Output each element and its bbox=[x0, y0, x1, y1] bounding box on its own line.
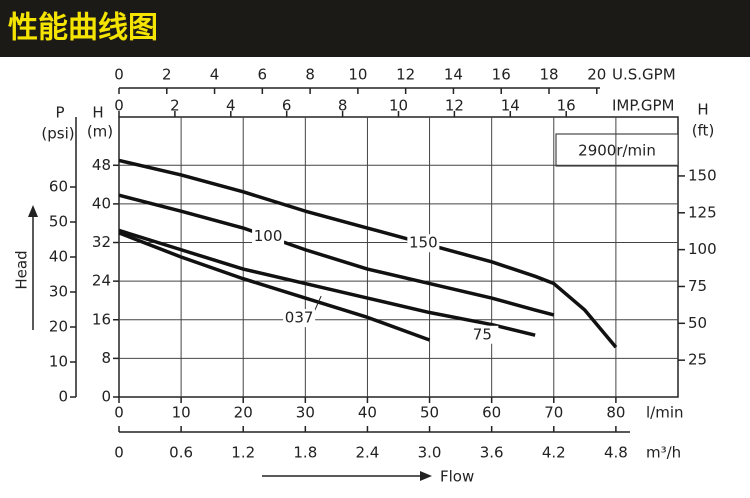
x-tick-label: 50 bbox=[420, 404, 439, 422]
x4-tick-label: 8 bbox=[338, 97, 348, 115]
x2-tick-label: 4.2 bbox=[542, 444, 566, 462]
label-bg bbox=[283, 309, 316, 328]
y-tick-label: 0 bbox=[101, 388, 111, 406]
psi-unit: (psi) bbox=[41, 125, 74, 143]
y2-tick-label: 25 bbox=[688, 351, 707, 369]
x2-tick-label: 1.2 bbox=[231, 444, 255, 462]
x-tick-label: 0 bbox=[114, 404, 124, 422]
label-bg bbox=[252, 227, 285, 246]
x-tick-label: 30 bbox=[296, 404, 315, 422]
x3-tick-label: 4 bbox=[210, 66, 220, 84]
x-tick-label: 70 bbox=[544, 404, 563, 422]
x-axis-title: Flow bbox=[440, 468, 474, 486]
m3h-unit: m³/h bbox=[646, 444, 681, 462]
y-tick-label: 8 bbox=[101, 349, 111, 367]
curve bbox=[118, 231, 431, 342]
y2-tick-label: 50 bbox=[688, 314, 707, 332]
x-tick-label: 60 bbox=[482, 404, 501, 422]
y3-tick-label: 40 bbox=[49, 248, 68, 266]
x3-tick-label: 20 bbox=[587, 66, 606, 84]
y3-tick-label: 50 bbox=[49, 213, 68, 231]
flow-arrow-head bbox=[420, 471, 432, 481]
x-tick-label: 10 bbox=[172, 404, 191, 422]
ft-unit: (ft) bbox=[692, 122, 715, 140]
y2-tick-label: 100 bbox=[688, 240, 717, 258]
y-tick-label: 40 bbox=[92, 194, 111, 212]
x2-tick-label: 1.8 bbox=[293, 444, 317, 462]
x-tick-label: 80 bbox=[606, 404, 625, 422]
y3-tick-label: 30 bbox=[49, 283, 68, 301]
m-symbol: H bbox=[92, 104, 103, 122]
x-tick-label: 40 bbox=[358, 404, 377, 422]
y3-tick-label: 20 bbox=[49, 318, 68, 336]
x2-tick-label: 3.0 bbox=[418, 444, 442, 462]
x2-tick-label: 3.6 bbox=[480, 444, 504, 462]
x2-tick-label: 4.8 bbox=[604, 444, 628, 462]
x4-tick-label: 0 bbox=[114, 97, 124, 115]
x4-tick-label: 16 bbox=[557, 97, 576, 115]
x3-tick-label: 6 bbox=[258, 66, 268, 84]
curve bbox=[118, 228, 536, 337]
x2-tick-label: 0 bbox=[114, 444, 124, 462]
y3-tick-label: 60 bbox=[49, 178, 68, 196]
x2-tick-label: 2.4 bbox=[356, 444, 380, 462]
x4-tick-label: 4 bbox=[226, 97, 236, 115]
x4-tick-label: 2 bbox=[170, 97, 180, 115]
x3-tick-label: 12 bbox=[396, 66, 415, 84]
usgpm-unit: U.S.GPM bbox=[612, 66, 676, 84]
y-tick-label: 24 bbox=[92, 272, 111, 290]
ft-symbol: H bbox=[697, 101, 708, 119]
header-title: 性能曲线图 bbox=[8, 11, 158, 46]
x4-tick-label: 10 bbox=[389, 97, 408, 115]
lmin-unit: l/min bbox=[646, 404, 684, 422]
curve-label: 100 bbox=[254, 227, 283, 245]
label-bg bbox=[407, 234, 440, 253]
curve-label: 037 bbox=[285, 309, 314, 327]
m-unit: (m) bbox=[87, 123, 113, 141]
x3-tick-label: 8 bbox=[305, 66, 315, 84]
psi-symbol: P bbox=[55, 104, 64, 122]
impgpm-unit: IMP.GPM bbox=[612, 97, 674, 115]
speed-label: 2900r/min bbox=[578, 142, 656, 160]
y-tick-label: 32 bbox=[92, 233, 111, 251]
y-axis-title: Head bbox=[13, 250, 31, 289]
speed-box bbox=[555, 133, 679, 167]
curve-label: 75 bbox=[473, 325, 492, 343]
x3-tick-label: 16 bbox=[492, 66, 511, 84]
x4-tick-label: 6 bbox=[282, 97, 292, 115]
head-arrow-head bbox=[28, 205, 38, 217]
label-bg bbox=[466, 325, 499, 344]
x3-tick-label: 2 bbox=[162, 66, 172, 84]
x3-tick-label: 14 bbox=[444, 66, 463, 84]
y-tick-label: 48 bbox=[92, 156, 111, 174]
y-tick-label: 16 bbox=[92, 310, 111, 328]
x3-tick-label: 18 bbox=[539, 66, 558, 84]
y2-tick-label: 150 bbox=[688, 166, 717, 184]
y3-tick-label: 0 bbox=[58, 388, 68, 406]
y2-tick-label: 125 bbox=[688, 203, 717, 221]
x-tick-label: 20 bbox=[234, 404, 253, 422]
x3-tick-label: 0 bbox=[114, 66, 124, 84]
curve-label: 150 bbox=[409, 234, 438, 252]
y3-tick-label: 10 bbox=[49, 353, 68, 371]
x2-tick-label: 0.6 bbox=[169, 444, 193, 462]
header-band bbox=[0, 0, 750, 57]
y2-tick-label: 75 bbox=[688, 277, 707, 295]
x3-tick-label: 10 bbox=[348, 66, 367, 84]
x4-tick-label: 12 bbox=[445, 97, 464, 115]
curve bbox=[118, 193, 555, 317]
x4-tick-label: 14 bbox=[501, 97, 520, 115]
